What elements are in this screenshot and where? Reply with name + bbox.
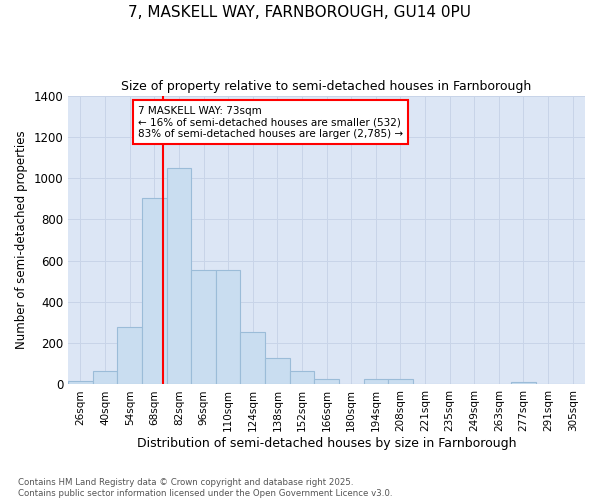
Title: Size of property relative to semi-detached houses in Farnborough: Size of property relative to semi-detach…: [121, 80, 532, 93]
Text: 7, MASKELL WAY, FARNBOROUGH, GU14 0PU: 7, MASKELL WAY, FARNBOROUGH, GU14 0PU: [128, 5, 472, 20]
Bar: [68, 382, 93, 384]
Y-axis label: Number of semi-detached properties: Number of semi-detached properties: [15, 130, 28, 350]
Bar: [290, 371, 314, 384]
Bar: [265, 358, 290, 384]
Bar: [142, 198, 167, 384]
Text: Contains HM Land Registry data © Crown copyright and database right 2025.
Contai: Contains HM Land Registry data © Crown c…: [18, 478, 392, 498]
Bar: [364, 380, 388, 384]
Bar: [93, 371, 118, 384]
Bar: [314, 380, 339, 384]
Bar: [216, 270, 241, 384]
Text: 7 MASKELL WAY: 73sqm
← 16% of semi-detached houses are smaller (532)
83% of semi: 7 MASKELL WAY: 73sqm ← 16% of semi-detac…: [138, 106, 403, 139]
Bar: [191, 270, 216, 384]
Bar: [118, 326, 142, 384]
Bar: [167, 168, 191, 384]
Bar: [511, 382, 536, 384]
Bar: [241, 332, 265, 384]
Bar: [388, 380, 413, 384]
X-axis label: Distribution of semi-detached houses by size in Farnborough: Distribution of semi-detached houses by …: [137, 437, 517, 450]
